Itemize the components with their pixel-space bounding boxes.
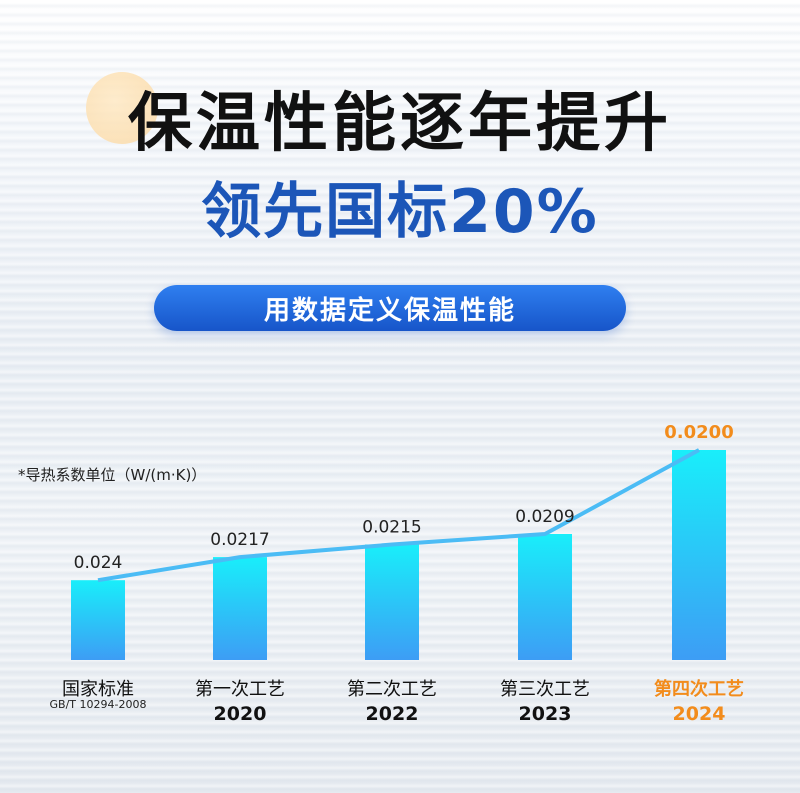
value-label-3: 0.0215 — [362, 518, 421, 538]
sub-label-4: 2023 — [519, 703, 572, 725]
category-label-5: 第四次工艺 — [654, 678, 744, 700]
page-title: 保温性能逐年提升 — [128, 87, 672, 161]
unit-note: *导热系数单位（W/(m·K)） — [18, 466, 207, 484]
value-label-1: 0.024 — [74, 553, 123, 573]
category-label-4: 第三次工艺 — [500, 679, 590, 700]
value-label-5: 0.0200 — [664, 422, 733, 443]
category-label-1: 国家标准 — [62, 679, 134, 700]
bar-1 — [71, 580, 125, 660]
bar-3 — [365, 544, 419, 660]
sub-label-2: 2020 — [214, 703, 267, 725]
trend-line — [97, 448, 700, 583]
sub-label-3: 2022 — [366, 703, 419, 725]
page-subtitle: 领先国标20% — [201, 177, 599, 247]
headline-pill: 用数据定义保温性能 — [154, 285, 626, 331]
category-label-3: 第二次工艺 — [347, 679, 437, 700]
category-label-2: 第一次工艺 — [195, 679, 285, 700]
bar-2 — [213, 557, 267, 660]
sub-label-1: GB/T 10294-2008 — [50, 698, 147, 711]
bar-5 — [672, 450, 726, 660]
bar-4 — [518, 534, 572, 660]
value-label-2: 0.0217 — [210, 530, 269, 550]
value-label-4: 0.0209 — [515, 507, 574, 527]
sub-label-5: 2024 — [673, 703, 726, 725]
decorative-circle — [86, 72, 158, 144]
